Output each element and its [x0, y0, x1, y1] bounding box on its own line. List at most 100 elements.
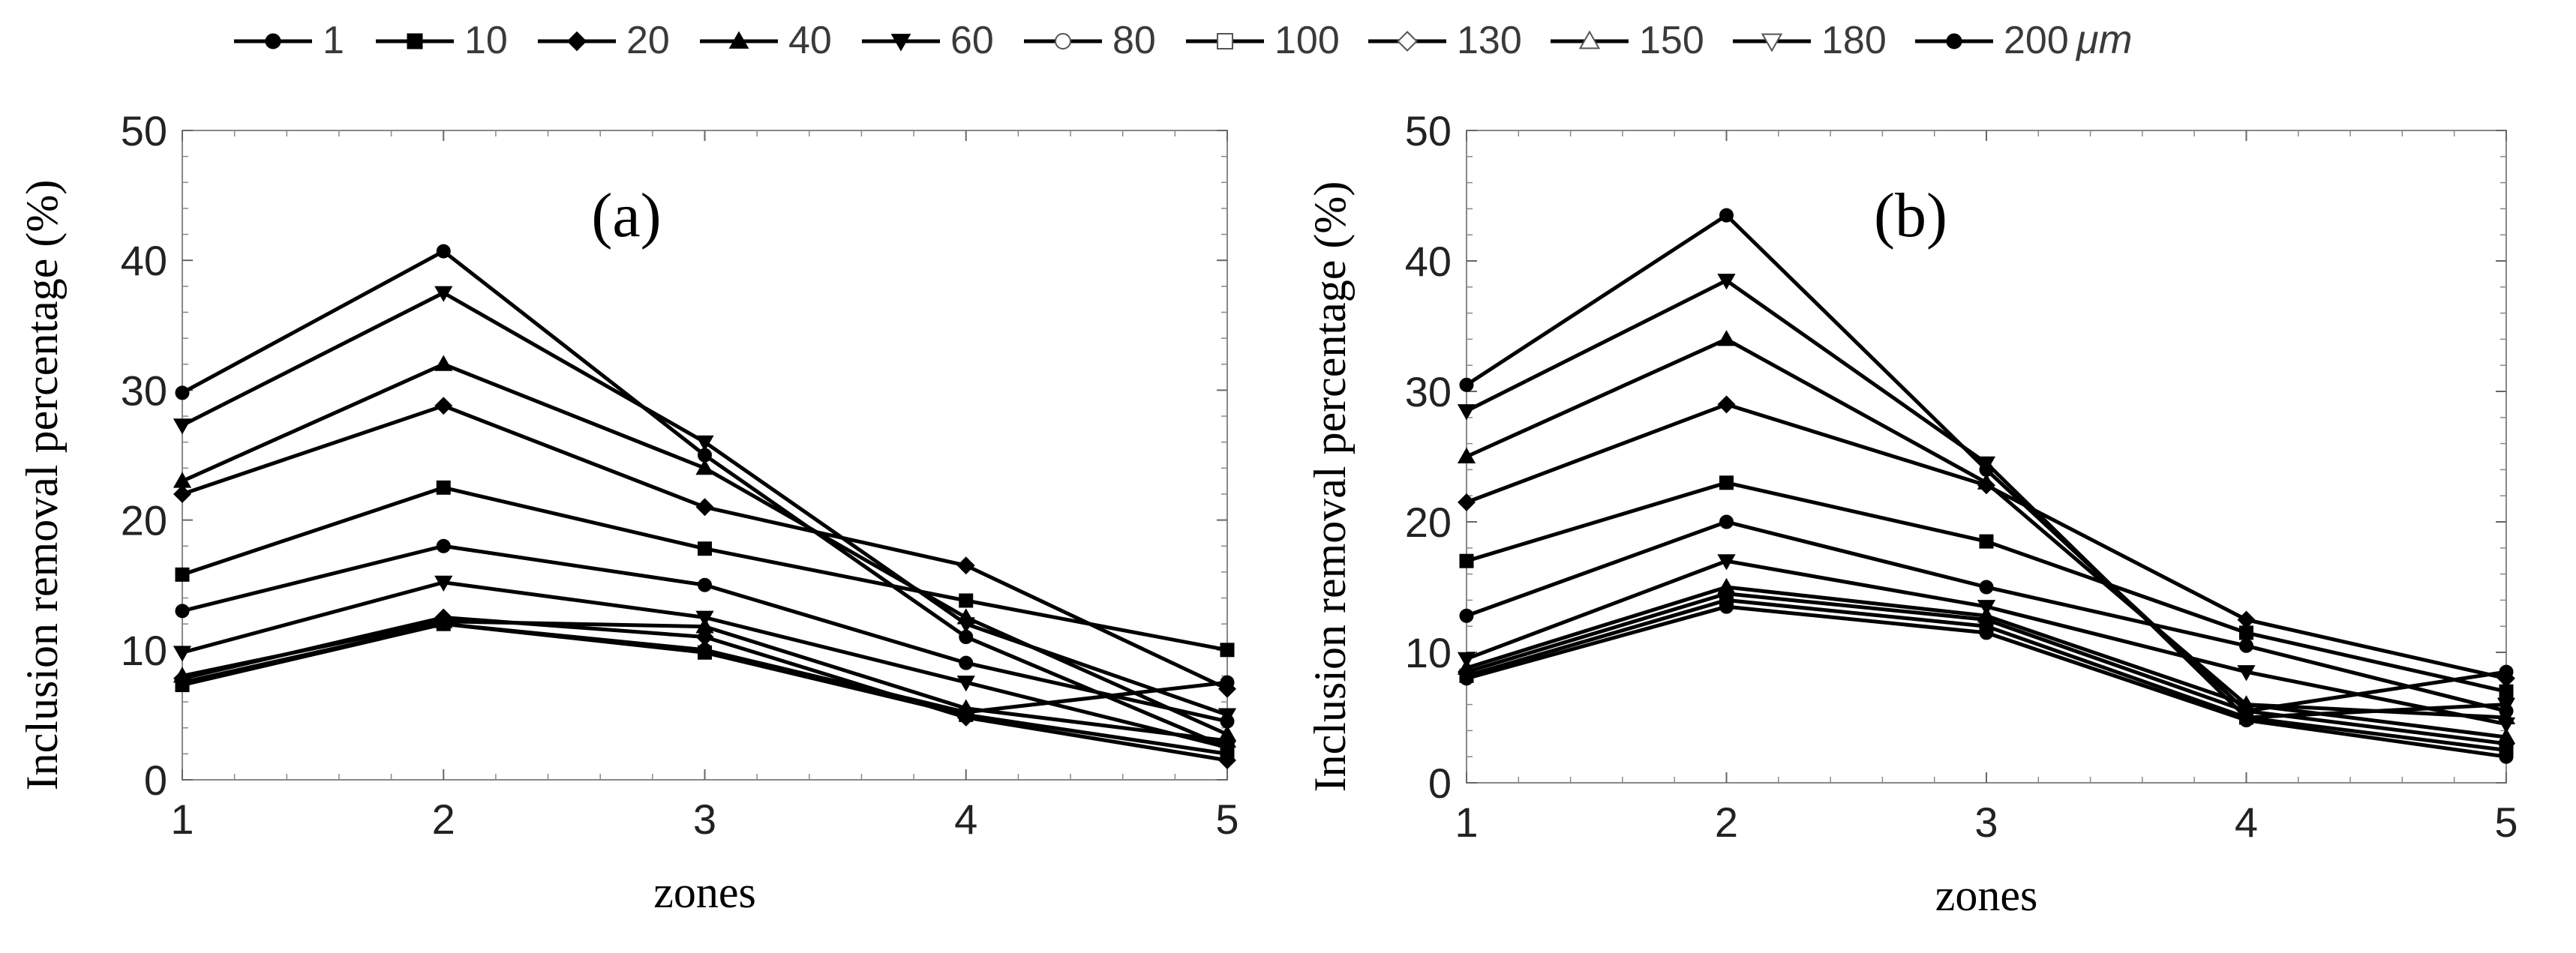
legend-label: 100: [1274, 19, 1340, 62]
legend-marker: [407, 33, 423, 49]
data-point-100-zone-2: [436, 480, 451, 495]
data-point-10-zone-3: [698, 645, 712, 660]
legend-label: 200: [2004, 19, 2069, 62]
data-point-40-zone-4: [956, 699, 975, 715]
y-tick-label: 0: [1428, 760, 1452, 807]
legend-item-180: 180: [1733, 19, 1887, 62]
panel-title: (b): [1874, 181, 1947, 250]
data-point-80-zone-2: [436, 538, 451, 553]
data-point-40-zone-5: [2496, 727, 2516, 745]
x-tick-label: 4: [954, 796, 977, 843]
y-tick-label: 0: [144, 757, 167, 804]
x-tick-label: 3: [693, 796, 716, 843]
legend-label: 1: [323, 19, 344, 62]
legend-label: 80: [1112, 19, 1156, 62]
y-axis-label: Inclusion removal percentage (%): [1305, 181, 1355, 793]
data-point-150-zone-3: [1977, 473, 1996, 490]
data-point-130-zone-4: [2237, 610, 2256, 629]
legend-item-80: 80: [1024, 19, 1156, 62]
data-point-80-zone-1: [1459, 608, 1474, 623]
data-point-200-zone-4: [2239, 703, 2253, 718]
legend-item-200: 200: [1915, 19, 2069, 62]
data-point-100-zone-1: [175, 567, 190, 582]
chart-panel-a: 0 10 20 30 40 50 1 2 3 4 5 zones Inclusion removal p…: [0, 97, 1288, 949]
data-point-150-zone-3: [695, 459, 714, 475]
legend-item-150: 150: [1551, 19, 1704, 62]
data-point-130-zone-3: [695, 498, 714, 517]
data-point-100-zone-1: [1459, 553, 1474, 568]
data-point-80-zone-3: [698, 577, 712, 592]
data-point-100-zone-4: [959, 593, 974, 608]
legend-item-130: 130: [1368, 19, 1522, 62]
x-tick-label: 2: [1715, 799, 1738, 846]
data-point-150-zone-2: [434, 355, 453, 371]
data-point-180-zone-4: [956, 617, 975, 634]
y-tick-label: 10: [121, 627, 167, 674]
legend-item-60: 60: [862, 19, 994, 62]
data-point-100-zone-3: [698, 541, 712, 556]
data-point-200-zone-3: [698, 448, 712, 463]
legend-marker: [1055, 33, 1071, 49]
data-point-200-zone-5: [1220, 740, 1235, 755]
legend-item-100: 100: [1186, 19, 1340, 62]
legend-marker: [1761, 33, 1783, 52]
series-line-150: [1465, 337, 2507, 720]
data-point-200-zone-4: [959, 629, 974, 644]
data-point-80-zone-3: [1979, 580, 1994, 595]
data-point-60-zone-3: [1977, 600, 1996, 616]
y-tick-label: 40: [121, 237, 167, 284]
x-tick-label: 1: [170, 796, 194, 843]
data-point-100-zone-3: [1979, 534, 1994, 549]
data-point-150-zone-2: [1717, 330, 1736, 346]
data-point-80-zone-2: [1719, 514, 1734, 529]
panel-title: (a): [591, 181, 661, 250]
data-point-60-zone-4: [2237, 665, 2256, 682]
legend-marker: [1397, 31, 1418, 52]
data-point-60-zone-2: [434, 575, 453, 592]
series-line-180: [1465, 278, 2507, 720]
x-tick-label: 2: [432, 796, 455, 843]
legend-marker: [1946, 33, 1962, 49]
chart-panel-b: 0 10 20 30 40 50 1 2 3 4 5 zones Inclusion removal p…: [1288, 97, 2576, 949]
legend-marker: [728, 31, 749, 49]
data-point-130-zone-1: [173, 485, 191, 503]
legend-marker: [1217, 33, 1233, 49]
y-axis-label: Inclusion removal percentage (%): [17, 180, 67, 791]
y-tick-label: 50: [121, 107, 167, 154]
data-point-200-zone-2: [436, 244, 451, 259]
data-point-200-zone-2: [1719, 208, 1734, 223]
legend: 1 10 20 40 60 80 100 130 150 180 200 μm: [234, 17, 2133, 62]
data-point-40-zone-2: [1717, 577, 1736, 594]
y-tick-label: 10: [1405, 629, 1452, 676]
data-point-180-zone-1: [173, 418, 192, 435]
data-point-20-zone-5: [1218, 751, 1236, 769]
y-tick-label: 50: [1405, 107, 1452, 154]
x-tick-label: 4: [2235, 799, 2258, 846]
data-point-180-zone-1: [1457, 404, 1476, 421]
data-point-200-zone-5: [2499, 664, 2514, 679]
legend-unit: μm: [2075, 17, 2133, 62]
legend-marker: [265, 33, 281, 49]
x-tick-label: 5: [1215, 796, 1238, 843]
data-point-40-zone-2: [434, 612, 453, 628]
data-point-100-zone-5: [1220, 643, 1235, 658]
legend-item-40: 40: [700, 19, 832, 62]
legend-item-20: 20: [538, 19, 670, 62]
data-point-80-zone-4: [959, 655, 974, 670]
data-point-100-zone-2: [1719, 475, 1734, 490]
data-point-150-zone-1: [173, 472, 192, 488]
x-tick-label: 3: [1974, 799, 1998, 846]
data-point-130-zone-2: [1717, 395, 1736, 414]
x-axis-label: zones: [653, 868, 756, 917]
data-point-200-zone-3: [1979, 462, 1994, 477]
data-point-40-zone-1: [173, 667, 192, 683]
x-tick-label: 5: [2494, 799, 2517, 846]
legend-label: 10: [464, 19, 508, 62]
data-point-200-zone-1: [1459, 377, 1474, 392]
data-point-130-zone-5: [1218, 679, 1236, 698]
data-point-130-zone-4: [956, 556, 975, 575]
legend-marker: [890, 34, 911, 52]
data-point-180-zone-5: [2496, 697, 2516, 714]
legend-label: 20: [626, 19, 670, 62]
